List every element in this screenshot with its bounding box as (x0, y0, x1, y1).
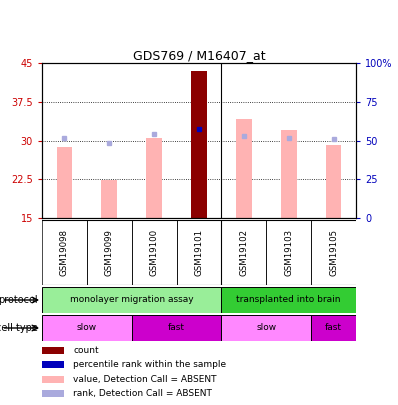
Text: value, Detection Call = ABSENT: value, Detection Call = ABSENT (73, 375, 217, 384)
Text: cell type: cell type (0, 323, 38, 333)
Bar (236, 119, 252, 218)
Text: slow: slow (77, 324, 97, 333)
Bar (42, 390, 64, 397)
Text: GSM19103: GSM19103 (284, 229, 293, 276)
Text: protocol: protocol (0, 295, 38, 305)
Text: GSM19101: GSM19101 (195, 229, 203, 276)
Text: rank, Detection Call = ABSENT: rank, Detection Call = ABSENT (73, 389, 212, 398)
Text: fast: fast (168, 324, 185, 333)
Bar (326, 145, 341, 218)
Title: GDS769 / M16407_at: GDS769 / M16407_at (133, 49, 265, 62)
Text: GSM19105: GSM19105 (329, 229, 338, 276)
Bar (101, 180, 117, 218)
Bar (132, 315, 221, 341)
Text: percentile rank within the sample: percentile rank within the sample (73, 360, 226, 369)
Bar (221, 315, 311, 341)
Bar (42, 361, 64, 368)
Text: transplanted into brain: transplanted into brain (236, 296, 341, 305)
Bar (42, 347, 64, 354)
Text: fast: fast (325, 324, 342, 333)
Bar (281, 130, 297, 218)
Text: slow: slow (256, 324, 276, 333)
Bar (57, 147, 72, 218)
Text: monolayer migration assay: monolayer migration assay (70, 296, 193, 305)
Text: GSM19100: GSM19100 (150, 229, 159, 276)
Bar (42, 376, 64, 383)
Bar (42, 287, 221, 313)
Bar (191, 71, 207, 218)
Text: GSM19098: GSM19098 (60, 229, 69, 276)
Text: GSM19102: GSM19102 (239, 229, 248, 276)
Text: count: count (73, 346, 99, 355)
Bar (146, 138, 162, 218)
Text: GSM19099: GSM19099 (105, 229, 114, 276)
Bar (42, 315, 132, 341)
Bar (311, 315, 356, 341)
Bar (221, 287, 356, 313)
